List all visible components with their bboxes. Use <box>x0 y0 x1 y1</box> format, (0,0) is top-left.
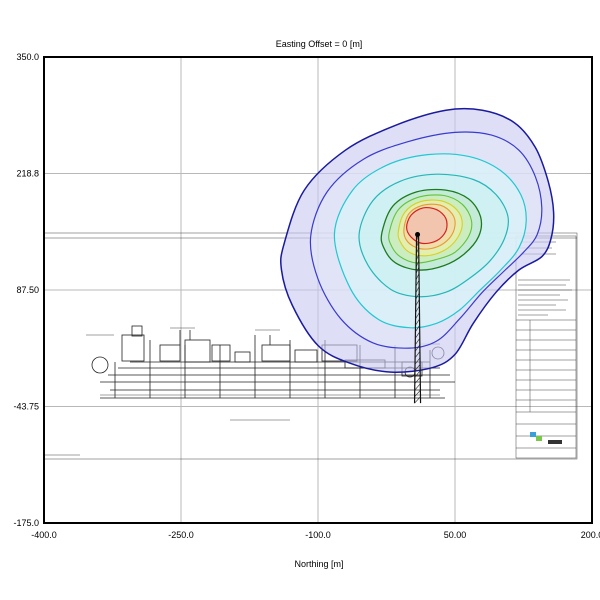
plot-frame <box>43 56 593 524</box>
y-axis-ticks: -175.0 -43.75 87.50 218.8 350.0 <box>13 52 39 528</box>
y-tick-label: 350.0 <box>16 52 39 62</box>
stack-brace <box>414 344 421 352</box>
contour-peak <box>405 206 448 245</box>
stack-brace <box>415 260 420 268</box>
stack-brace <box>414 389 421 397</box>
title-block-lines <box>516 319 576 449</box>
x-tick-label: -400.0 <box>31 530 57 540</box>
stack-brace <box>415 325 420 332</box>
x-tick-label: -250.0 <box>168 530 194 540</box>
x-axis-ticks: -400.0 -250.0 -100.0 50.00 200.0 <box>31 530 600 540</box>
stack-brace <box>414 357 421 365</box>
stack-brace <box>415 273 420 281</box>
stack-brace <box>415 299 420 307</box>
stack-brace <box>416 240 419 248</box>
stack-brace <box>414 383 421 391</box>
stack-brace <box>415 305 420 313</box>
stack-brace <box>414 364 421 371</box>
stack-leg-right <box>417 234 422 404</box>
stack-brace <box>414 338 421 345</box>
x-tick-label: 200.0 <box>581 530 600 540</box>
stack-brace <box>415 286 420 294</box>
stack-brace <box>414 377 421 384</box>
stack-brace <box>415 318 420 326</box>
stack-brace <box>415 266 420 274</box>
x-tick-label: -100.0 <box>305 530 331 540</box>
platform-structure <box>44 325 455 456</box>
stack-brace <box>415 253 420 261</box>
flare-stack <box>413 232 422 404</box>
x-tick-label: 50.00 <box>444 530 467 540</box>
y-tick-label: -175.0 <box>13 518 39 528</box>
stack-brace <box>414 370 421 378</box>
stack-brace <box>415 312 420 320</box>
stack-brace <box>415 279 420 287</box>
stack-brace <box>414 396 421 404</box>
x-axis-label: Northing [m] <box>294 559 343 569</box>
gas-dispersion-contours <box>279 107 555 373</box>
y-tick-label: 218.8 <box>16 168 39 178</box>
stack-brace <box>416 247 419 255</box>
y-tick-label: -43.75 <box>13 402 39 412</box>
title-block <box>515 235 577 459</box>
source-point <box>415 232 421 238</box>
chart-title: Easting Offset = 0 [m] <box>276 39 363 49</box>
stack-brace <box>414 351 421 358</box>
stack-brace <box>415 292 420 300</box>
y-tick-label: 87.50 <box>16 285 39 295</box>
stack-brace <box>415 331 420 339</box>
